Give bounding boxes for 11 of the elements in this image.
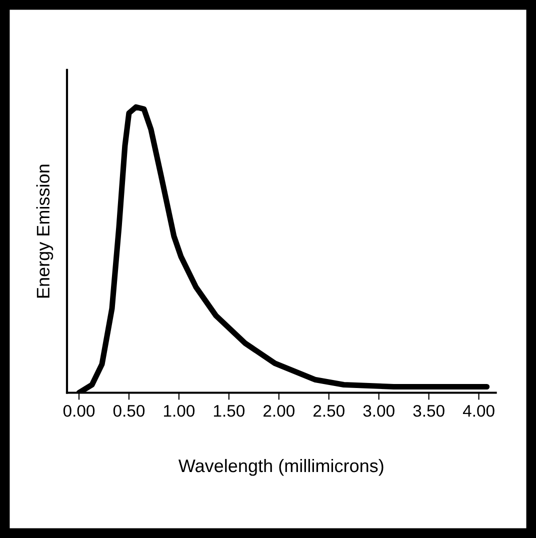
x-tick-label: 0.50 — [113, 404, 145, 417]
x-tick-label: 2.50 — [314, 404, 344, 417]
x-tick-label: 0.00 — [63, 404, 95, 417]
x-tick-label: 3.50 — [413, 404, 444, 417]
x-tick-label: 3.00 — [363, 404, 394, 417]
x-tick-label: 1.00 — [164, 404, 195, 417]
x-tick-label: 2.00 — [264, 404, 294, 417]
x-tick-label: 4.00 — [462, 404, 494, 417]
x-axis-title: Wavelength (millimicrons) — [178, 458, 384, 476]
y-axis-title: Energy Emission — [36, 164, 54, 298]
x-tick-label: 1.50 — [214, 404, 244, 417]
